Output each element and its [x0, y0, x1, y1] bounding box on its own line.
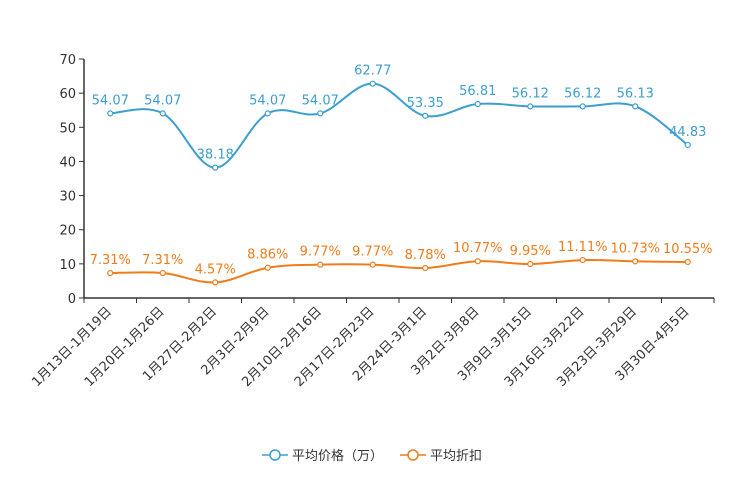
data-label: 9.95%	[510, 244, 551, 259]
y-tick-label: 60	[59, 87, 76, 102]
data-point[interactable]	[212, 279, 219, 286]
data-point[interactable]	[474, 100, 481, 108]
data-label: 11.11%	[558, 240, 608, 255]
data-point[interactable]	[684, 258, 691, 266]
data-point[interactable]	[159, 269, 166, 277]
legend-marker	[407, 449, 419, 461]
data-label: 8.78%	[405, 248, 446, 263]
legend-label[interactable]: 平均折扣	[430, 449, 482, 464]
data-label: 4.57%	[195, 262, 236, 277]
y-tick-label: 70	[59, 53, 76, 68]
data-point[interactable]	[579, 103, 586, 110]
data-point[interactable]	[212, 164, 219, 171]
data-label: 10.55%	[663, 242, 713, 257]
y-tick-label: 50	[59, 121, 76, 136]
data-point[interactable]	[527, 103, 534, 110]
data-label: 56.12	[512, 86, 549, 101]
legend-label[interactable]: 平均价格（万）	[292, 448, 383, 464]
data-point[interactable]	[527, 260, 534, 268]
data-label: 10.73%	[610, 241, 660, 256]
data-point[interactable]	[632, 258, 639, 265]
data-label: 7.31%	[142, 253, 183, 268]
series-line-0	[110, 82, 689, 169]
data-label: 7.31%	[90, 253, 131, 268]
legend-marker	[269, 449, 281, 461]
legend: 平均价格（万） 平均折扣	[262, 448, 482, 464]
data-label: 62.77	[354, 64, 391, 79]
data-label: 9.77%	[352, 245, 393, 260]
y-tick-label: 30	[59, 190, 76, 205]
data-point[interactable]	[369, 261, 376, 268]
data-label: 54.07	[92, 93, 129, 108]
y-tick-label: 0	[68, 292, 76, 307]
data-point[interactable]	[422, 264, 429, 272]
data-label: 38.18	[197, 148, 234, 163]
data-labels: 54.07 54.07 38.18 54.07 54.07 62.77 53.35 56.81…	[90, 64, 713, 278]
data-label: 54.07	[249, 93, 286, 108]
data-point[interactable]	[632, 103, 639, 110]
data-label: 54.07	[302, 93, 339, 108]
data-point[interactable]	[422, 112, 429, 119]
data-point[interactable]	[317, 110, 324, 117]
data-label: 54.07	[144, 93, 181, 108]
data-point[interactable]	[264, 110, 271, 117]
series-lines	[107, 80, 691, 286]
data-label: 44.83	[669, 125, 706, 140]
series-line-1	[110, 258, 688, 284]
data-point[interactable]	[474, 258, 481, 265]
y-tick-label: 10	[59, 258, 76, 273]
data-label: 53.35	[407, 96, 444, 111]
data-point[interactable]	[107, 269, 114, 277]
data-label: 8.86%	[247, 248, 288, 263]
y-tick-label: 20	[59, 224, 76, 239]
data-point[interactable]	[107, 110, 114, 117]
data-point[interactable]	[159, 110, 166, 117]
data-label: 56.13	[617, 86, 654, 101]
data-label: 9.77%	[300, 245, 341, 260]
data-point[interactable]	[579, 256, 586, 264]
data-point[interactable]	[684, 141, 691, 149]
y-tick-label: 40	[59, 155, 76, 170]
data-label: 56.81	[459, 84, 496, 99]
data-label: 56.12	[564, 86, 601, 101]
data-label: 10.77%	[453, 241, 503, 256]
data-point[interactable]	[264, 264, 271, 271]
data-point[interactable]	[369, 80, 376, 87]
data-point[interactable]	[317, 261, 324, 268]
